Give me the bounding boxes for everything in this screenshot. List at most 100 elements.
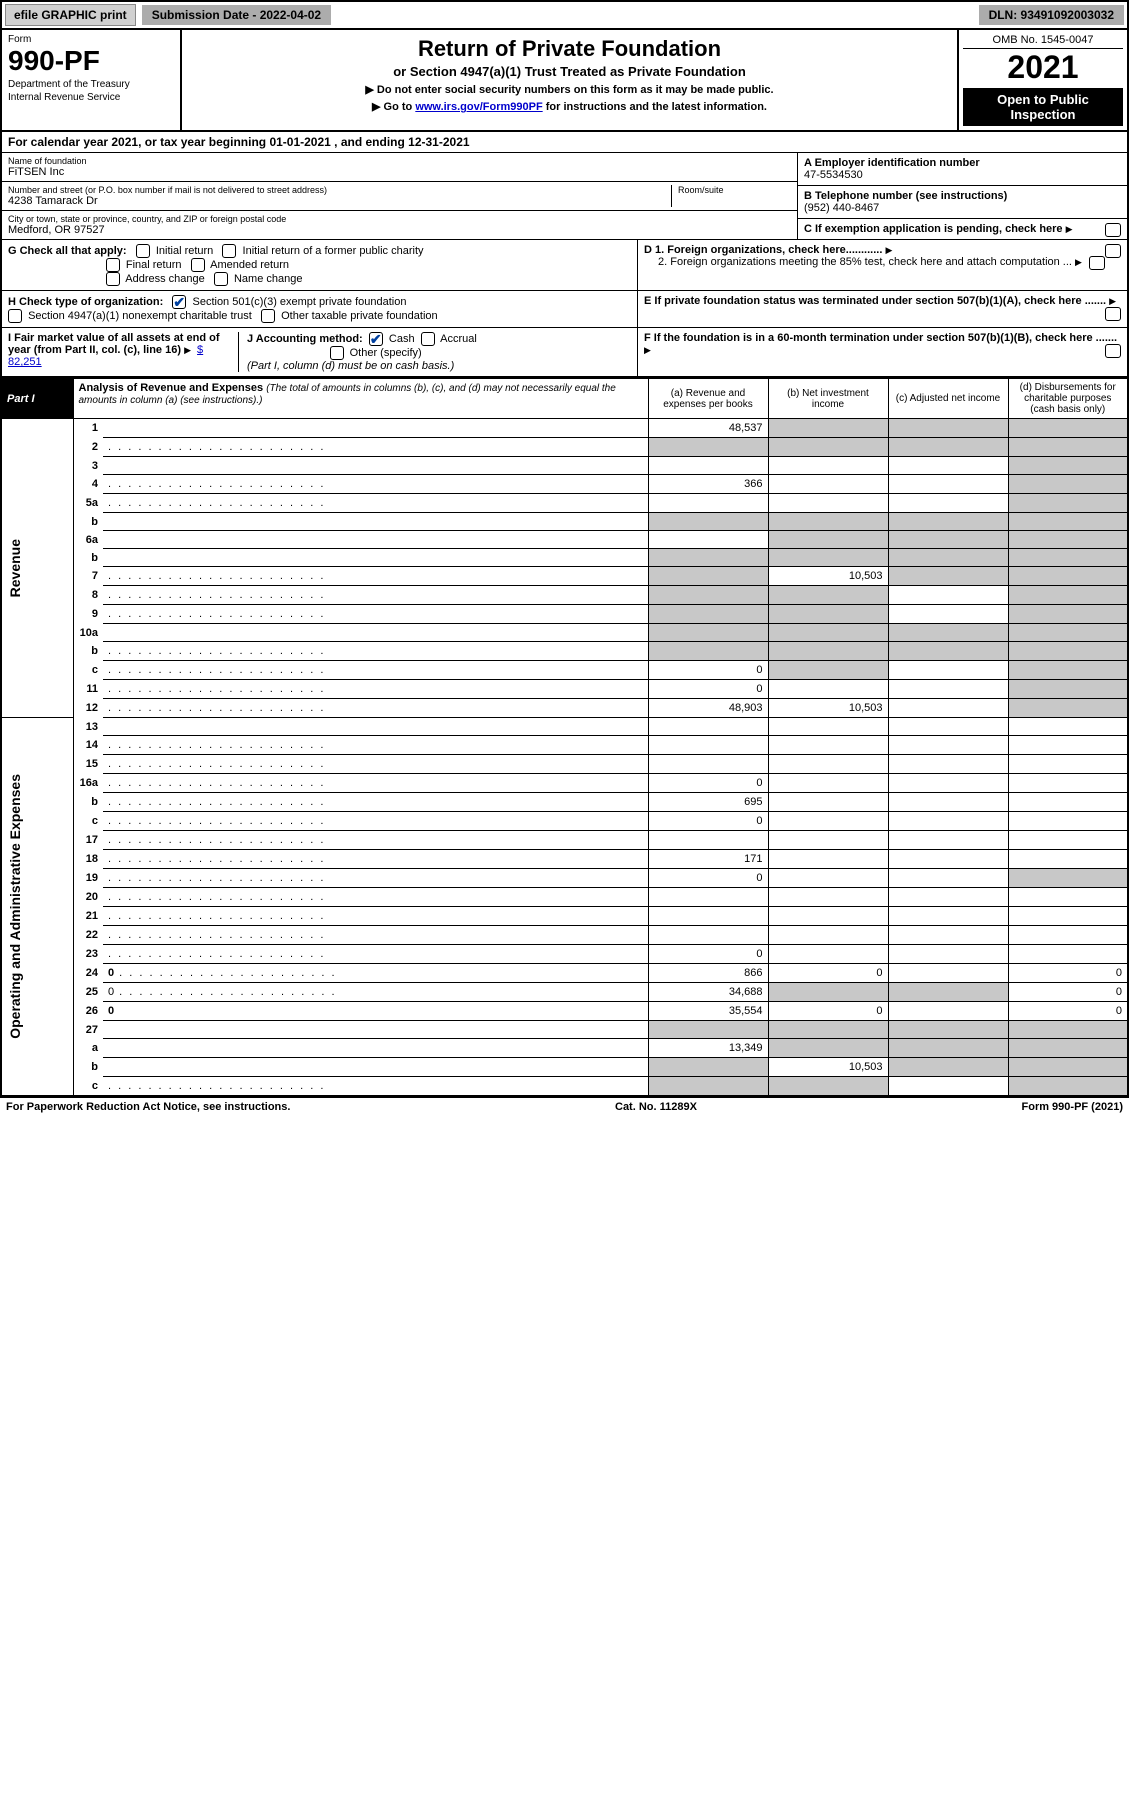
amount-cell (888, 869, 1008, 888)
amount-cell (888, 831, 1008, 850)
amount-cell (768, 926, 888, 945)
amount-cell (1008, 419, 1128, 438)
initial-former-chk[interactable] (222, 244, 236, 258)
amount-cell: 35,554 (648, 1002, 768, 1021)
form-footer: Form 990-PF (2021) (1022, 1101, 1123, 1113)
d2-checkbox[interactable] (1089, 256, 1105, 270)
amount-cell: 10,503 (768, 567, 888, 586)
amount-cell (888, 718, 1008, 736)
amount-cell: 0 (648, 774, 768, 793)
amount-cell (888, 850, 1008, 869)
row-description (103, 926, 648, 945)
f-checkbox[interactable] (1105, 344, 1121, 358)
amount-cell (768, 888, 888, 907)
amount-cell (768, 850, 888, 869)
row-number: 5a (73, 494, 103, 513)
row-number: 22 (73, 926, 103, 945)
row-description (103, 513, 648, 531)
amount-cell (888, 419, 1008, 438)
row-number: 17 (73, 831, 103, 850)
amount-cell: 0 (768, 1002, 888, 1021)
amount-cell (888, 945, 1008, 964)
d1-checkbox[interactable] (1105, 244, 1121, 258)
d1-label: D 1. Foreign organizations, check here..… (644, 244, 882, 256)
row-description (103, 869, 648, 888)
amount-cell (768, 531, 888, 549)
amount-cell (648, 888, 768, 907)
amount-cell (888, 642, 1008, 661)
row-number: b (73, 549, 103, 567)
amount-cell (1008, 457, 1128, 475)
foundation-name: FiTSEN Inc (8, 166, 791, 178)
other-taxable-chk[interactable] (261, 309, 275, 323)
amount-cell (648, 1021, 768, 1039)
amended-return-chk[interactable] (191, 258, 205, 272)
amount-cell (768, 457, 888, 475)
row-description (103, 945, 648, 964)
accrual-chk[interactable] (421, 332, 435, 346)
row-number: b (73, 642, 103, 661)
row-number: 3 (73, 457, 103, 475)
amount-cell (888, 605, 1008, 624)
initial-return-chk[interactable] (136, 244, 150, 258)
amount-cell (1008, 605, 1128, 624)
row-number: 14 (73, 736, 103, 755)
amount-cell (1008, 1039, 1128, 1058)
row-description (103, 549, 648, 567)
j-note: (Part I, column (d) must be on cash basi… (247, 360, 454, 372)
name-change-chk[interactable] (214, 272, 228, 286)
d2-label: 2. Foreign organizations meeting the 85%… (644, 256, 1072, 268)
row-description (103, 831, 648, 850)
row-description (103, 774, 648, 793)
efile-print-button[interactable]: efile GRAPHIC print (5, 4, 136, 26)
amount-cell: 13,349 (648, 1039, 768, 1058)
amount-cell: 171 (648, 850, 768, 869)
amount-cell (1008, 680, 1128, 699)
amount-cell (888, 736, 1008, 755)
amount-cell (648, 1058, 768, 1077)
amount-cell (768, 475, 888, 494)
c-checkbox[interactable] (1105, 223, 1121, 237)
dept-treasury: Department of the Treasury (8, 79, 174, 90)
e-checkbox[interactable] (1105, 307, 1121, 321)
4947a1-chk[interactable] (8, 309, 22, 323)
amount-cell (648, 567, 768, 586)
row-number: 7 (73, 567, 103, 586)
final-return-chk[interactable] (106, 258, 120, 272)
amount-cell (768, 812, 888, 831)
row-description (103, 438, 648, 457)
g-label: G Check all that apply: (8, 245, 127, 257)
amount-cell (648, 907, 768, 926)
row-description (103, 793, 648, 812)
other-specify-chk[interactable] (330, 346, 344, 360)
row-description (103, 661, 648, 680)
irs-link[interactable]: www.irs.gov/Form990PF (415, 101, 542, 113)
amount-cell (1008, 888, 1128, 907)
amount-cell: 0 (648, 680, 768, 699)
501c3-chk[interactable] (172, 295, 186, 309)
cash-chk[interactable] (369, 332, 383, 346)
amount-cell (768, 1021, 888, 1039)
amount-cell (768, 774, 888, 793)
amount-cell (1008, 736, 1128, 755)
row-number: b (73, 513, 103, 531)
address-change-chk[interactable] (106, 272, 120, 286)
amount-cell (768, 549, 888, 567)
col-d-header: (d) Disbursements for charitable purpose… (1008, 379, 1128, 419)
amount-cell: 48,537 (648, 419, 768, 438)
row-number: 25 (73, 983, 103, 1002)
amount-cell (1008, 907, 1128, 926)
amount-cell (768, 907, 888, 926)
amount-cell: 695 (648, 793, 768, 812)
catalog-number: Cat. No. 11289X (615, 1101, 697, 1113)
row-description (103, 531, 648, 549)
row-description (103, 605, 648, 624)
form-label: Form (8, 34, 174, 45)
amount-cell (768, 869, 888, 888)
row-description (103, 736, 648, 755)
phone-value: (952) 440-8467 (804, 202, 879, 214)
amount-cell: 48,903 (648, 699, 768, 718)
amount-cell (888, 793, 1008, 812)
amount-cell (768, 793, 888, 812)
amount-cell (888, 812, 1008, 831)
